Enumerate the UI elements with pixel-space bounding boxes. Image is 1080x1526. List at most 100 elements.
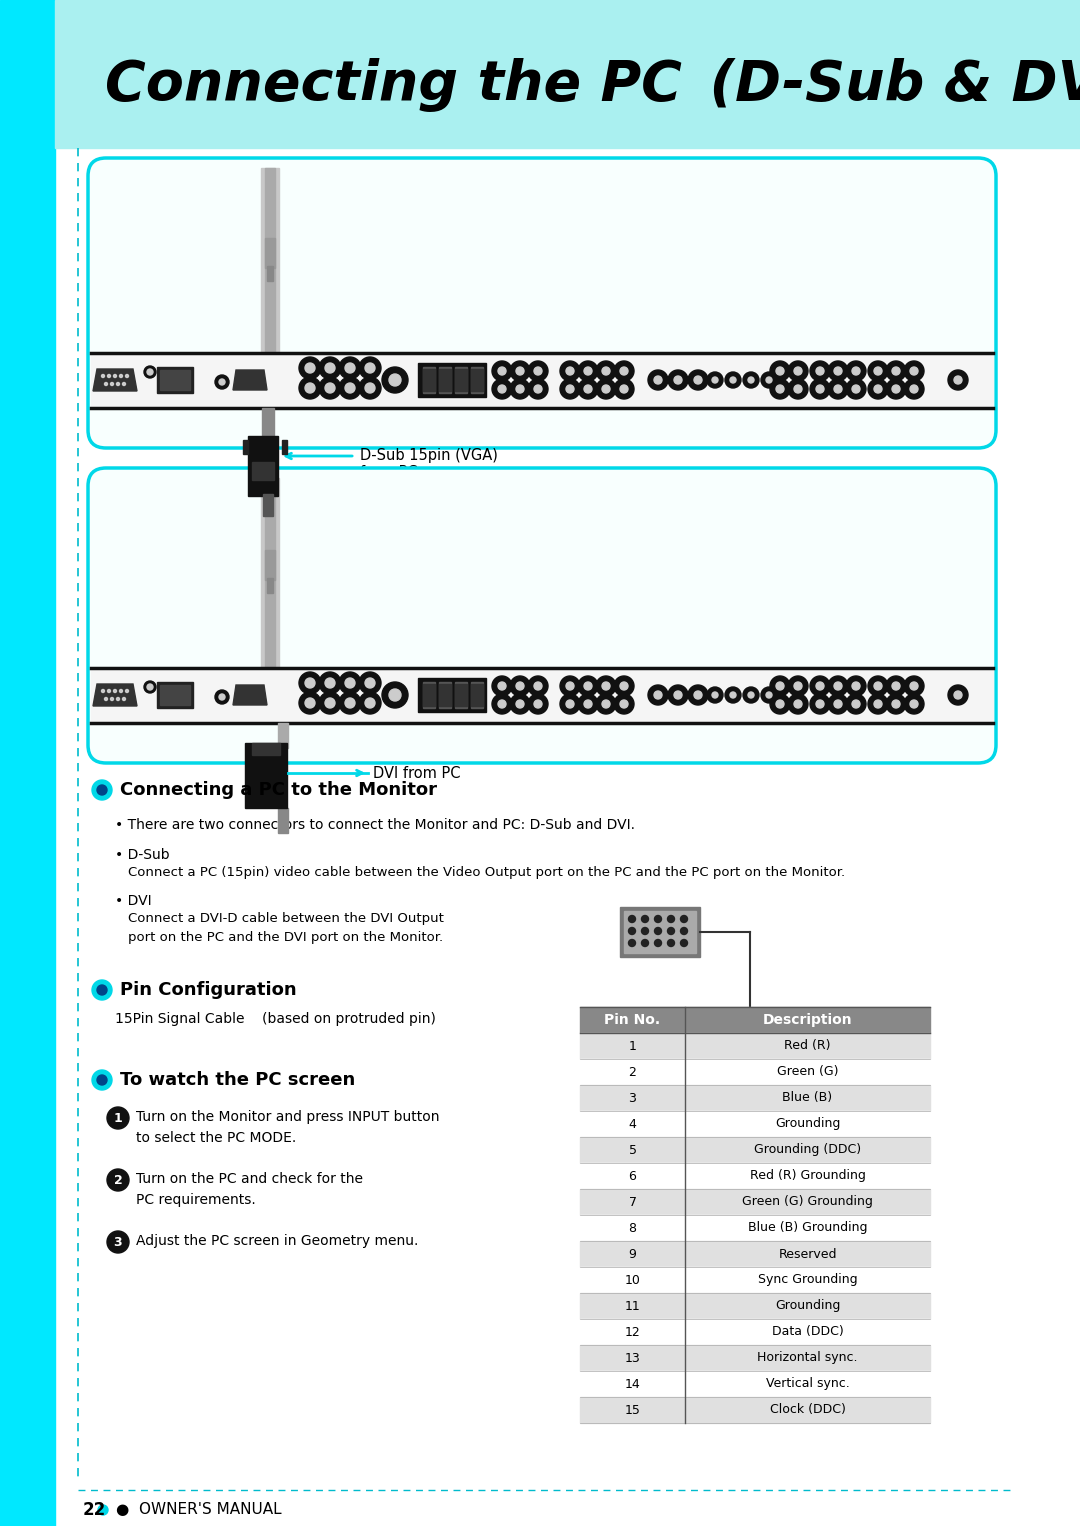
- Bar: [252, 462, 274, 481]
- Text: Red (R) Grounding: Red (R) Grounding: [750, 1169, 865, 1183]
- Bar: [580, 1033, 930, 1059]
- Text: 6: 6: [629, 1169, 636, 1183]
- Text: Pin No.: Pin No.: [605, 1013, 661, 1027]
- Text: 1: 1: [629, 1039, 636, 1053]
- Circle shape: [584, 700, 592, 708]
- Circle shape: [615, 362, 634, 382]
- Circle shape: [345, 678, 355, 688]
- Circle shape: [766, 377, 772, 383]
- Circle shape: [667, 916, 675, 923]
- Text: Reserved: Reserved: [779, 1247, 837, 1260]
- Circle shape: [816, 682, 824, 690]
- Circle shape: [516, 700, 524, 708]
- Circle shape: [629, 928, 635, 934]
- Circle shape: [125, 374, 129, 377]
- Circle shape: [948, 685, 968, 705]
- Circle shape: [730, 377, 735, 383]
- Circle shape: [886, 378, 906, 398]
- Circle shape: [117, 697, 120, 700]
- FancyBboxPatch shape: [87, 468, 996, 763]
- Circle shape: [534, 682, 542, 690]
- Text: Blue (B) Grounding: Blue (B) Grounding: [747, 1221, 867, 1235]
- Circle shape: [788, 362, 808, 382]
- Bar: [580, 1007, 930, 1033]
- Circle shape: [299, 357, 321, 378]
- Circle shape: [948, 369, 968, 391]
- Circle shape: [667, 928, 675, 934]
- Circle shape: [852, 700, 860, 708]
- Circle shape: [215, 690, 229, 703]
- Bar: [245, 743, 287, 807]
- Circle shape: [886, 676, 906, 696]
- Circle shape: [694, 375, 702, 385]
- Circle shape: [904, 676, 924, 696]
- Text: Blue (B): Blue (B): [782, 1091, 833, 1105]
- Bar: [265, 168, 275, 353]
- Bar: [438, 369, 451, 391]
- Polygon shape: [233, 685, 267, 705]
- Circle shape: [748, 691, 754, 697]
- Circle shape: [389, 690, 401, 700]
- Circle shape: [667, 940, 675, 946]
- Bar: [267, 578, 273, 594]
- Text: 1: 1: [113, 1111, 122, 1125]
- Circle shape: [910, 366, 918, 375]
- Circle shape: [868, 378, 888, 398]
- Circle shape: [852, 682, 860, 690]
- Circle shape: [694, 691, 702, 699]
- Text: Turn on the Monitor and press INPUT button
to select the PC MODE.: Turn on the Monitor and press INPUT butt…: [136, 1109, 440, 1144]
- Circle shape: [299, 671, 321, 694]
- Circle shape: [339, 357, 361, 378]
- Circle shape: [868, 362, 888, 382]
- Circle shape: [743, 687, 759, 703]
- Circle shape: [578, 694, 598, 714]
- Bar: [265, 549, 275, 580]
- Bar: [624, 911, 696, 954]
- Circle shape: [620, 700, 627, 708]
- Bar: [580, 1189, 930, 1215]
- Circle shape: [777, 700, 784, 708]
- Text: Connecting the PC (D-Sub & DVI): Connecting the PC (D-Sub & DVI): [105, 58, 1080, 111]
- Text: Connecting a PC to the Monitor: Connecting a PC to the Monitor: [120, 781, 437, 800]
- Circle shape: [868, 676, 888, 696]
- Polygon shape: [93, 684, 137, 707]
- Circle shape: [874, 682, 882, 690]
- Circle shape: [810, 378, 831, 398]
- Circle shape: [904, 378, 924, 398]
- Polygon shape: [93, 369, 137, 391]
- Circle shape: [834, 366, 842, 375]
- Circle shape: [788, 694, 808, 714]
- Circle shape: [669, 369, 688, 391]
- Circle shape: [620, 385, 627, 394]
- Text: Grounding (DDC): Grounding (DDC): [754, 1143, 861, 1157]
- Circle shape: [97, 1074, 107, 1085]
- Circle shape: [725, 687, 741, 703]
- Bar: [243, 439, 248, 455]
- Circle shape: [620, 682, 627, 690]
- Circle shape: [528, 694, 548, 714]
- Polygon shape: [233, 369, 267, 391]
- Circle shape: [584, 366, 592, 375]
- Circle shape: [596, 676, 616, 696]
- Circle shape: [498, 700, 507, 708]
- Text: 22: 22: [82, 1502, 106, 1518]
- Bar: [471, 366, 483, 394]
- Circle shape: [874, 385, 882, 394]
- Circle shape: [654, 916, 661, 923]
- Circle shape: [144, 366, 156, 378]
- Circle shape: [892, 682, 900, 690]
- Text: Sync Grounding: Sync Grounding: [758, 1274, 858, 1286]
- Circle shape: [642, 940, 648, 946]
- Circle shape: [498, 366, 507, 375]
- Text: Grounding: Grounding: [774, 1300, 840, 1312]
- Circle shape: [602, 366, 610, 375]
- Circle shape: [516, 366, 524, 375]
- Circle shape: [828, 676, 848, 696]
- Circle shape: [770, 676, 789, 696]
- Circle shape: [365, 363, 375, 372]
- Circle shape: [122, 697, 125, 700]
- Text: 8: 8: [629, 1221, 636, 1235]
- Circle shape: [498, 682, 507, 690]
- Circle shape: [654, 940, 661, 946]
- Text: 3: 3: [113, 1236, 122, 1248]
